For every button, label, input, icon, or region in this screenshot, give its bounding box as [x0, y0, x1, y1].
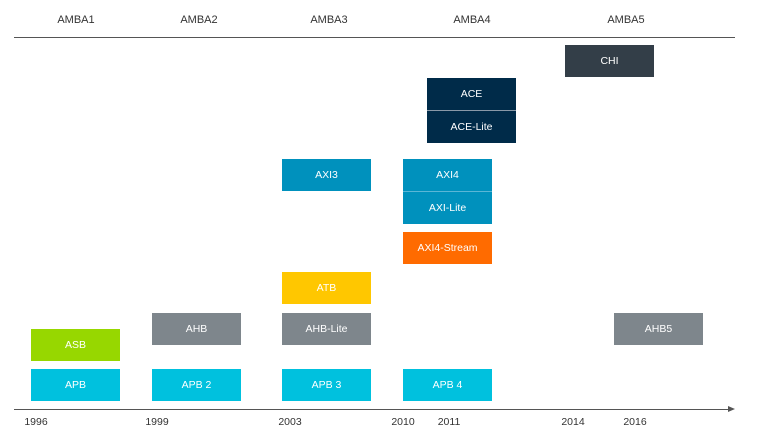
ace-divider [427, 110, 516, 111]
protocol-apb2: APB 2 [152, 369, 241, 401]
protocol-ahb: AHB [152, 313, 241, 345]
generation-amba4: AMBA4 [453, 14, 491, 26]
timeline-arrowhead [728, 406, 735, 412]
protocol-axi-lite: AXI-Lite [403, 192, 492, 224]
protocol-axi3: AXI3 [282, 159, 371, 191]
protocol-apb3: APB 3 [282, 369, 371, 401]
year-2014: 2014 [561, 416, 585, 428]
generation-amba1: AMBA1 [57, 14, 95, 26]
protocol-ahb5: AHB5 [614, 313, 703, 345]
protocol-ace-lite: ACE-Lite [427, 111, 516, 143]
generation-amba5: AMBA5 [607, 14, 645, 26]
header-divider [14, 37, 735, 38]
year-2011: 2011 [437, 416, 461, 428]
protocol-atb: ATB [282, 272, 371, 304]
year-1999: 1999 [145, 416, 169, 428]
protocol-ahb-lite: AHB-Lite [282, 313, 371, 345]
year-2010: 2010 [391, 416, 415, 428]
year-2016: 2016 [623, 416, 647, 428]
protocol-asb: ASB [31, 329, 120, 361]
protocol-chi: CHI [565, 45, 654, 77]
year-1996: 1996 [24, 416, 48, 428]
timeline-axis [14, 409, 728, 410]
protocol-ace: ACE [427, 78, 516, 110]
generation-amba3: AMBA3 [310, 14, 348, 26]
year-2003: 2003 [278, 416, 302, 428]
axi4-divider [403, 191, 492, 192]
protocol-apb: APB [31, 369, 120, 401]
protocol-apb4: APB 4 [403, 369, 492, 401]
generation-amba2: AMBA2 [180, 14, 218, 26]
protocol-axi4: AXI4 [403, 159, 492, 191]
protocol-axi4-stream: AXI4-Stream [403, 232, 492, 264]
